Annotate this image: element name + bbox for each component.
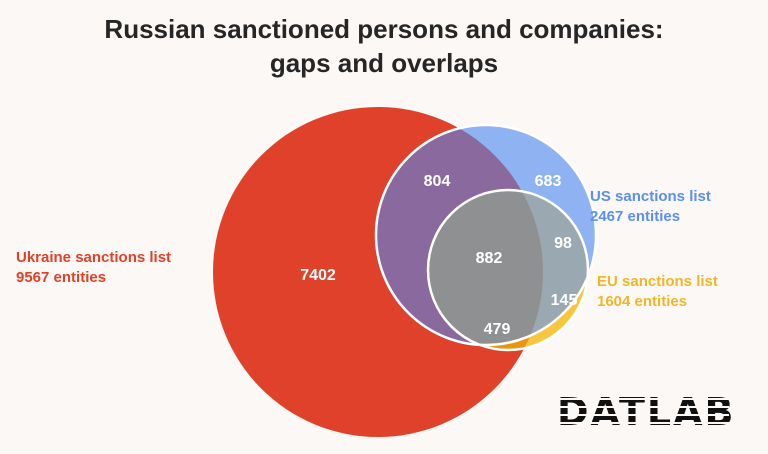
eu-set-count: 1604 entities	[597, 293, 688, 310]
title-line-1: Russian sanctioned persons and companies…	[104, 14, 664, 44]
eu-set-label: EU sanctions list 1604 entities	[597, 272, 718, 312]
eu-set-name: EU sanctions list	[597, 273, 718, 290]
ukraine-set-label: Ukraine sanctions list 9567 entities	[16, 248, 171, 288]
region-all-three-value: 882	[476, 250, 503, 267]
region-us-eu-value: 98	[554, 235, 572, 252]
region-ukraine-only-value: 7402	[300, 267, 336, 284]
ukraine-set-name: Ukraine sanctions list	[16, 249, 172, 266]
all-three-overlap	[428, 190, 543, 345]
region-us-only-value: 683	[535, 173, 562, 190]
region-ukraine-us-value: 804	[424, 173, 451, 190]
region-eu-only-value: 145	[551, 292, 578, 309]
us-set-count: 2467 entities	[590, 208, 681, 225]
datlab-logo: DATLAB	[557, 390, 736, 434]
chart-title: Russian sanctioned persons and companies…	[0, 12, 768, 80]
us-set-label: US sanctions list 2467 entities	[590, 187, 711, 227]
us-set-name: US sanctions list	[590, 188, 711, 205]
ukraine-set-count: 9567 entities	[16, 269, 107, 286]
title-line-2: gaps and overlaps	[269, 48, 499, 78]
region-ukraine-eu-value: 479	[484, 321, 511, 338]
